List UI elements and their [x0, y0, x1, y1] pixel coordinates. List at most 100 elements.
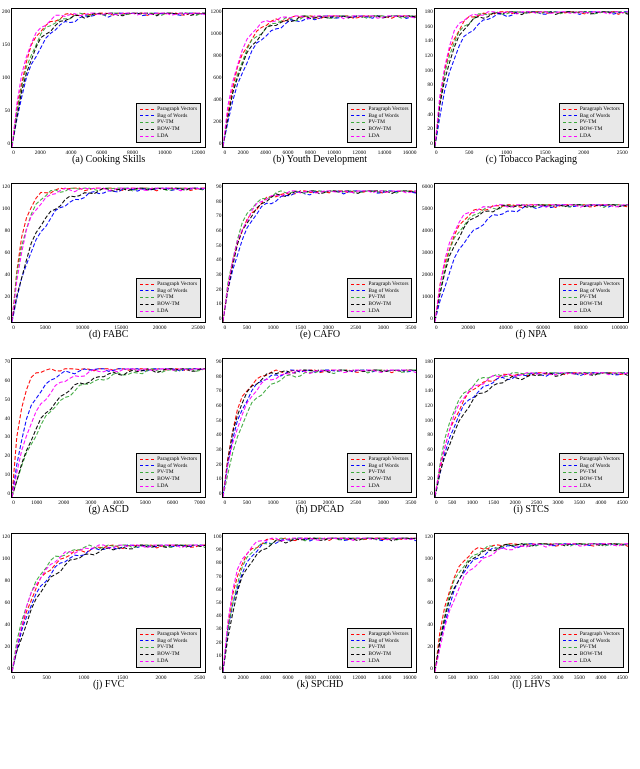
legend-label: PV-TM	[368, 119, 385, 126]
legend: Paragraph VectorsBag of WordsPV-TMBOW-TM…	[347, 103, 412, 143]
legend-row: BOW-TM	[351, 301, 408, 308]
x-ticks: 050010001500200025003000350040004500	[435, 675, 628, 681]
legend-row: PV-TM	[351, 294, 408, 301]
legend-label: Bag of Words	[368, 113, 398, 120]
legend-label: BOW-TM	[157, 651, 180, 658]
x-ticks: 01000200030004000500060007000	[12, 500, 205, 506]
legend-row: BOW-TM	[563, 126, 620, 133]
y-ticks: 1009080706050403020100	[205, 534, 221, 672]
legend-label: BOW-TM	[157, 126, 180, 133]
legend-label: PV-TM	[580, 119, 597, 126]
legend-swatch	[140, 640, 154, 641]
panel-a: 200150100500020004000600080001000012000P…	[8, 8, 209, 165]
legend-row: Paragraph Vectors	[351, 456, 408, 463]
legend-row: PV-TM	[351, 469, 408, 476]
legend-swatch	[563, 661, 577, 662]
legend-swatch	[140, 115, 154, 116]
legend-swatch	[563, 129, 577, 130]
legend-swatch	[351, 284, 365, 285]
legend-row: BOW-TM	[140, 476, 197, 483]
legend-label: Paragraph Vectors	[368, 631, 408, 638]
legend-swatch	[563, 647, 577, 648]
legend-row: Paragraph Vectors	[563, 631, 620, 638]
legend-label: LDA	[368, 308, 379, 315]
legend-row: BOW-TM	[140, 651, 197, 658]
chart-box: 6000500040003000200010000020000400006000…	[434, 183, 629, 323]
legend-row: LDA	[563, 308, 620, 315]
panel-c: 1801601401201008060402000500100015002000…	[431, 8, 632, 165]
legend-swatch	[563, 654, 577, 655]
x-ticks: 020004000600080001000012000	[12, 150, 205, 156]
legend-label: PV-TM	[368, 294, 385, 301]
legend-row: Paragraph Vectors	[563, 106, 620, 113]
legend-swatch	[140, 122, 154, 123]
legend-label: Paragraph Vectors	[580, 631, 620, 638]
legend-swatch	[563, 109, 577, 110]
legend-swatch	[140, 661, 154, 662]
x-ticks: 0200040006000800010000120001400016000	[223, 675, 416, 681]
legend-row: LDA	[563, 133, 620, 140]
x-ticks: 0500100015002000250030003500	[223, 325, 416, 331]
x-ticks: 0500100015002000250030003500	[223, 500, 416, 506]
y-ticks: 120100806040200	[0, 184, 10, 322]
x-ticks: 050010001500200025003000350040004500	[435, 500, 628, 506]
legend-swatch	[140, 284, 154, 285]
chart-box: 7060504030201000100020003000400050006000…	[11, 358, 206, 498]
legend-row: PV-TM	[563, 294, 620, 301]
legend-row: Paragraph Vectors	[140, 281, 197, 288]
panel-k: 1009080706050403020100020004000600080001…	[219, 533, 420, 690]
legend-label: BOW-TM	[368, 301, 391, 308]
legend-swatch	[351, 297, 365, 298]
legend: Paragraph VectorsBag of WordsPV-TMBOW-TM…	[136, 103, 201, 143]
legend-row: BOW-TM	[563, 301, 620, 308]
legend-label: LDA	[157, 483, 168, 490]
legend-label: BOW-TM	[368, 126, 391, 133]
legend-row: Paragraph Vectors	[563, 281, 620, 288]
legend-swatch	[140, 654, 154, 655]
legend-label: PV-TM	[157, 119, 174, 126]
legend: Paragraph VectorsBag of WordsPV-TMBOW-TM…	[559, 628, 624, 668]
legend-label: Paragraph Vectors	[368, 281, 408, 288]
legend-swatch	[140, 472, 154, 473]
legend: Paragraph VectorsBag of WordsPV-TMBOW-TM…	[559, 103, 624, 143]
legend-row: PV-TM	[140, 294, 197, 301]
legend-swatch	[351, 304, 365, 305]
legend-swatch	[563, 311, 577, 312]
legend-label: Bag of Words	[157, 113, 187, 120]
legend-label: Paragraph Vectors	[580, 106, 620, 113]
legend-row: Paragraph Vectors	[563, 456, 620, 463]
legend-swatch	[140, 136, 154, 137]
legend-swatch	[563, 479, 577, 480]
legend-row: BOW-TM	[140, 301, 197, 308]
legend-swatch	[351, 634, 365, 635]
x-ticks: 020000400006000080000100000	[435, 325, 628, 331]
y-ticks: 120100806040200	[417, 534, 433, 672]
legend-row: Bag of Words	[563, 463, 620, 470]
legend-label: BOW-TM	[157, 301, 180, 308]
legend-label: Paragraph Vectors	[157, 456, 197, 463]
legend-label: LDA	[580, 308, 591, 315]
legend-row: Bag of Words	[140, 463, 197, 470]
legend-label: Bag of Words	[580, 638, 610, 645]
legend-label: Paragraph Vectors	[580, 281, 620, 288]
legend-label: PV-TM	[157, 294, 174, 301]
legend-label: PV-TM	[368, 644, 385, 651]
legend: Paragraph VectorsBag of WordsPV-TMBOW-TM…	[347, 278, 412, 318]
legend-swatch	[351, 115, 365, 116]
legend-label: Bag of Words	[580, 463, 610, 470]
legend: Paragraph VectorsBag of WordsPV-TMBOW-TM…	[136, 628, 201, 668]
legend-swatch	[351, 472, 365, 473]
legend-row: Paragraph Vectors	[351, 106, 408, 113]
legend-row: BOW-TM	[351, 126, 408, 133]
legend-label: BOW-TM	[368, 476, 391, 483]
legend-label: LDA	[368, 133, 379, 140]
legend-row: Bag of Words	[351, 113, 408, 120]
legend-label: LDA	[157, 658, 168, 665]
legend-label: PV-TM	[580, 644, 597, 651]
legend-swatch	[351, 290, 365, 291]
legend-swatch	[563, 284, 577, 285]
legend-row: PV-TM	[140, 119, 197, 126]
legend-label: Paragraph Vectors	[157, 106, 197, 113]
legend-swatch	[351, 109, 365, 110]
legend-row: LDA	[140, 658, 197, 665]
